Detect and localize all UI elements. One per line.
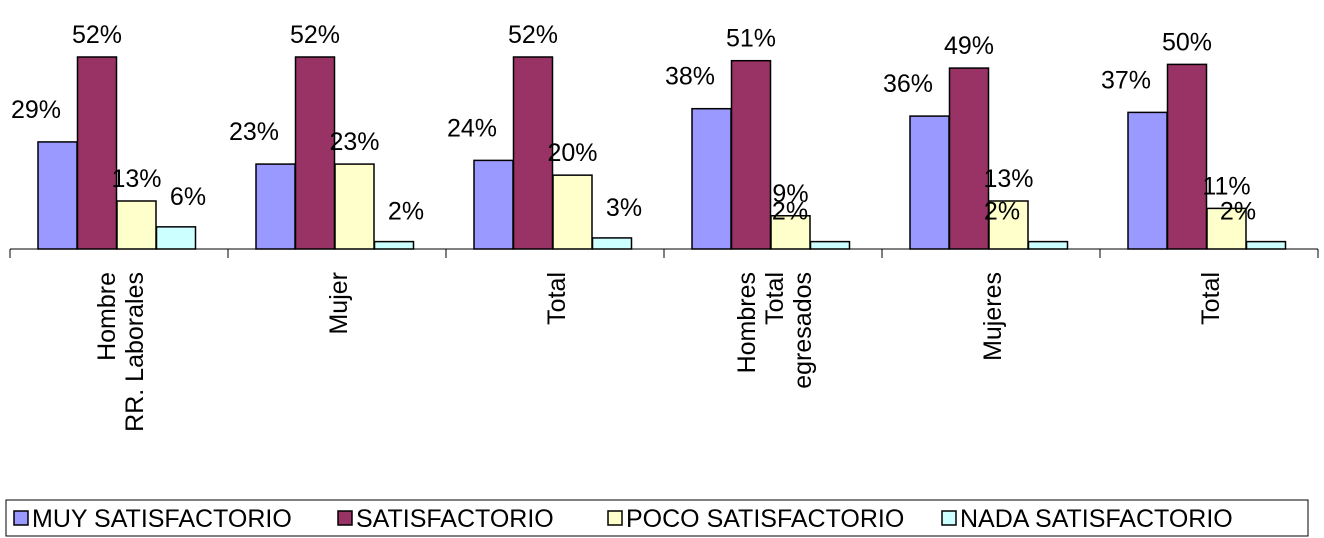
bar-3-2 xyxy=(591,237,633,250)
x-axis xyxy=(9,248,1319,258)
value-label-1-3: 51% xyxy=(726,25,776,53)
value-label-3-5: 2% xyxy=(1220,198,1256,226)
category-label-line: Total xyxy=(543,272,571,325)
legend-swatch-2 xyxy=(607,510,623,526)
bar-3-4 xyxy=(1027,240,1069,250)
bar-1-3 xyxy=(730,59,772,250)
value-label-2-1: 23% xyxy=(329,128,379,156)
value-label-1-1: 52% xyxy=(290,21,340,49)
bar-0-4 xyxy=(909,115,950,250)
legend-swatch-3 xyxy=(941,510,957,526)
bar-1-5 xyxy=(1166,63,1208,250)
category-labels-group: HombreRR. Laborales Mujer Total HombresTota… xyxy=(93,272,1225,432)
bar-1-0 xyxy=(76,56,118,250)
bar-3-1 xyxy=(373,240,415,250)
category-label-line: Total xyxy=(1197,272,1225,325)
legend-swatch-1 xyxy=(337,510,353,526)
bar-0-0 xyxy=(37,141,78,250)
category-label-5: Total xyxy=(1197,272,1225,325)
bar-0-1 xyxy=(255,163,296,250)
value-label-0-3: 38% xyxy=(665,63,715,91)
bar-2-2 xyxy=(552,174,593,250)
category-label-4: Mujeres xyxy=(979,272,1007,361)
bar-0-2 xyxy=(473,159,514,250)
value-label-3-0: 6% xyxy=(170,183,206,211)
category-label-2: Total xyxy=(543,272,571,325)
value-label-0-2: 24% xyxy=(447,114,497,142)
legend-label-0: MUY SATISFACTORIO xyxy=(32,505,292,533)
category-label-line: RR. Laborales xyxy=(121,272,149,432)
value-label-2-0: 13% xyxy=(111,165,161,193)
value-label-0-5: 37% xyxy=(1101,66,1151,94)
value-label-3-2: 3% xyxy=(606,194,642,222)
legend-swatch-0 xyxy=(13,510,29,526)
bar-3-5 xyxy=(1245,240,1287,250)
value-label-1-5: 50% xyxy=(1162,28,1212,56)
bar-1-1 xyxy=(294,56,336,250)
legend-frame xyxy=(5,499,1309,537)
category-label-3: HombresTotalegresados xyxy=(733,272,817,389)
bar-2-4 xyxy=(988,200,1029,250)
value-label-3-1: 2% xyxy=(388,198,424,226)
bar-2-0 xyxy=(116,200,157,250)
bar-3-0 xyxy=(155,226,197,250)
category-label-line: egresados xyxy=(789,272,817,389)
value-label-0-0: 29% xyxy=(11,96,61,124)
legend-label-1: SATISFACTORIO xyxy=(356,505,554,533)
bar-0-3 xyxy=(691,107,732,250)
category-label-line: Total xyxy=(761,272,789,325)
bar-1-4 xyxy=(948,67,990,250)
value-label-2-5: 11% xyxy=(1202,172,1250,200)
value-label-0-4: 36% xyxy=(883,70,933,98)
bar-3-3 xyxy=(809,240,851,250)
value-label-1-2: 52% xyxy=(508,21,558,49)
legend: MUY SATISFACTORIO SATISFACTORIO POCO SATIS… xyxy=(5,499,1309,537)
bar-0-5 xyxy=(1127,111,1168,250)
bar-1-2 xyxy=(512,56,554,250)
value-label-0-1: 23% xyxy=(229,118,279,146)
value-label-3-4: 2% xyxy=(984,198,1020,226)
category-label-line: Hombres xyxy=(733,272,761,373)
legend-label-2: POCO SATISFACTORIO xyxy=(626,505,904,533)
category-label-line: Mujer xyxy=(325,272,353,335)
value-labels-group: 29% 52% 13% 6% 23% 52% 23% 2% 24% 52% 20% 3% 38% 51% 9… xyxy=(11,21,1256,226)
value-label-2-3: 9% xyxy=(772,180,808,208)
legend-label-3: NADA SATISFACTORIO xyxy=(960,505,1233,533)
bars-group xyxy=(37,56,1287,250)
value-label-1-0: 52% xyxy=(72,21,122,49)
value-label-1-4: 49% xyxy=(944,32,994,60)
value-label-2-4: 13% xyxy=(983,165,1033,193)
category-label-line: Hombre xyxy=(93,272,121,361)
category-label-1: Mujer xyxy=(325,272,353,335)
category-label-line: Mujeres xyxy=(979,272,1007,361)
bar-2-1 xyxy=(334,163,375,250)
value-label-2-2: 20% xyxy=(547,139,597,167)
category-label-0: HombreRR. Laborales xyxy=(93,272,149,432)
value-label-3-3: 2% xyxy=(772,198,808,226)
